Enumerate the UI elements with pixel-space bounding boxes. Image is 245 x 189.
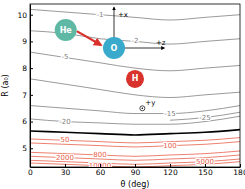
- x-tick-mark: [65, 164, 66, 167]
- x-tick: 150: [198, 164, 213, 177]
- contour-label: 100: [163, 142, 176, 150]
- x-tick-label: 30: [61, 168, 71, 177]
- y-tick: 6: [22, 117, 33, 126]
- y-tick-mark: [30, 15, 33, 16]
- y-tick-label: 8: [22, 64, 27, 73]
- contour-line: [30, 106, 240, 114]
- axis-symbol: [142, 108, 144, 110]
- y-tick: 9: [22, 37, 33, 46]
- x-tick-label: 150: [198, 168, 213, 177]
- y-tick-mark: [30, 41, 33, 42]
- y-tick-label: 5: [22, 144, 27, 153]
- contour-label: -15: [164, 110, 175, 118]
- x-tick-mark: [240, 164, 241, 167]
- x-tick-mark: [135, 164, 136, 167]
- x-axis: 0 30 60 90 120 150 180: [28, 164, 245, 177]
- contour-lines: [30, 9, 240, 167]
- y-tick-mark: [30, 122, 33, 123]
- y-axis-line: [30, 5, 31, 168]
- x-axis-title: θ (deg): [121, 180, 150, 189]
- x-tick: 30: [61, 164, 71, 177]
- contour-label: -25: [199, 114, 210, 122]
- y-tick-label: 10: [17, 11, 27, 20]
- contour-line: [30, 130, 240, 135]
- annotation: O: [111, 44, 118, 53]
- y-axis-title: R (a₀): [1, 74, 10, 96]
- y-tick: 10: [17, 11, 33, 20]
- x-tick: 120: [163, 164, 178, 177]
- contour-label: 800: [93, 151, 106, 159]
- annotation: H: [132, 74, 139, 83]
- y-tick-label: 6: [22, 117, 27, 126]
- axis-symbol: [140, 106, 145, 111]
- y-axis: 5 6 7 8 9 10: [17, 5, 33, 168]
- atom: [103, 37, 125, 59]
- x-tick-label: 120: [163, 168, 178, 177]
- y-tick: 7: [22, 91, 33, 100]
- annotation: He: [60, 26, 73, 35]
- y-tick-label: 7: [22, 91, 27, 100]
- annotation: +y: [145, 99, 155, 107]
- x-tick-label: 180: [233, 168, 245, 177]
- contour-label: -5: [62, 53, 69, 61]
- x-tick: 60: [96, 164, 106, 177]
- x-tick-label: 90: [131, 168, 141, 177]
- x-tick: 90: [131, 164, 141, 177]
- contour-line: [30, 9, 240, 20]
- x-tick-label: 60: [96, 168, 106, 177]
- x-tick-mark: [100, 164, 101, 167]
- contour-label: 2000: [56, 154, 74, 162]
- approach-arrow: [77, 31, 101, 45]
- y-tick-mark: [30, 95, 33, 96]
- y-tick: 5: [22, 144, 33, 153]
- annotation: +x: [118, 11, 128, 19]
- x-tick: 180: [233, 164, 245, 177]
- contour-label: -2: [132, 37, 139, 45]
- y-tick-mark: [30, 68, 33, 69]
- y-tick-label: 9: [22, 37, 27, 46]
- contour-label: -1: [97, 11, 104, 19]
- y-tick-mark: [30, 148, 33, 149]
- molecule: [55, 7, 165, 111]
- y-tick: 8: [22, 64, 33, 73]
- annotation: +z: [156, 39, 166, 47]
- plot: HeOH+x+z+y-1-2-5-15-20-25501008002000500…: [17, 4, 245, 177]
- x-tick-label: 0: [28, 168, 33, 177]
- atom: [55, 19, 77, 41]
- x-tick-mark: [170, 164, 171, 167]
- plot-frame: [30, 4, 240, 167]
- atom: [126, 70, 144, 88]
- contour-line: [30, 52, 240, 71]
- x-tick-mark: [205, 164, 206, 167]
- contour-label: 50: [61, 136, 70, 144]
- contour-label: -20: [59, 118, 70, 126]
